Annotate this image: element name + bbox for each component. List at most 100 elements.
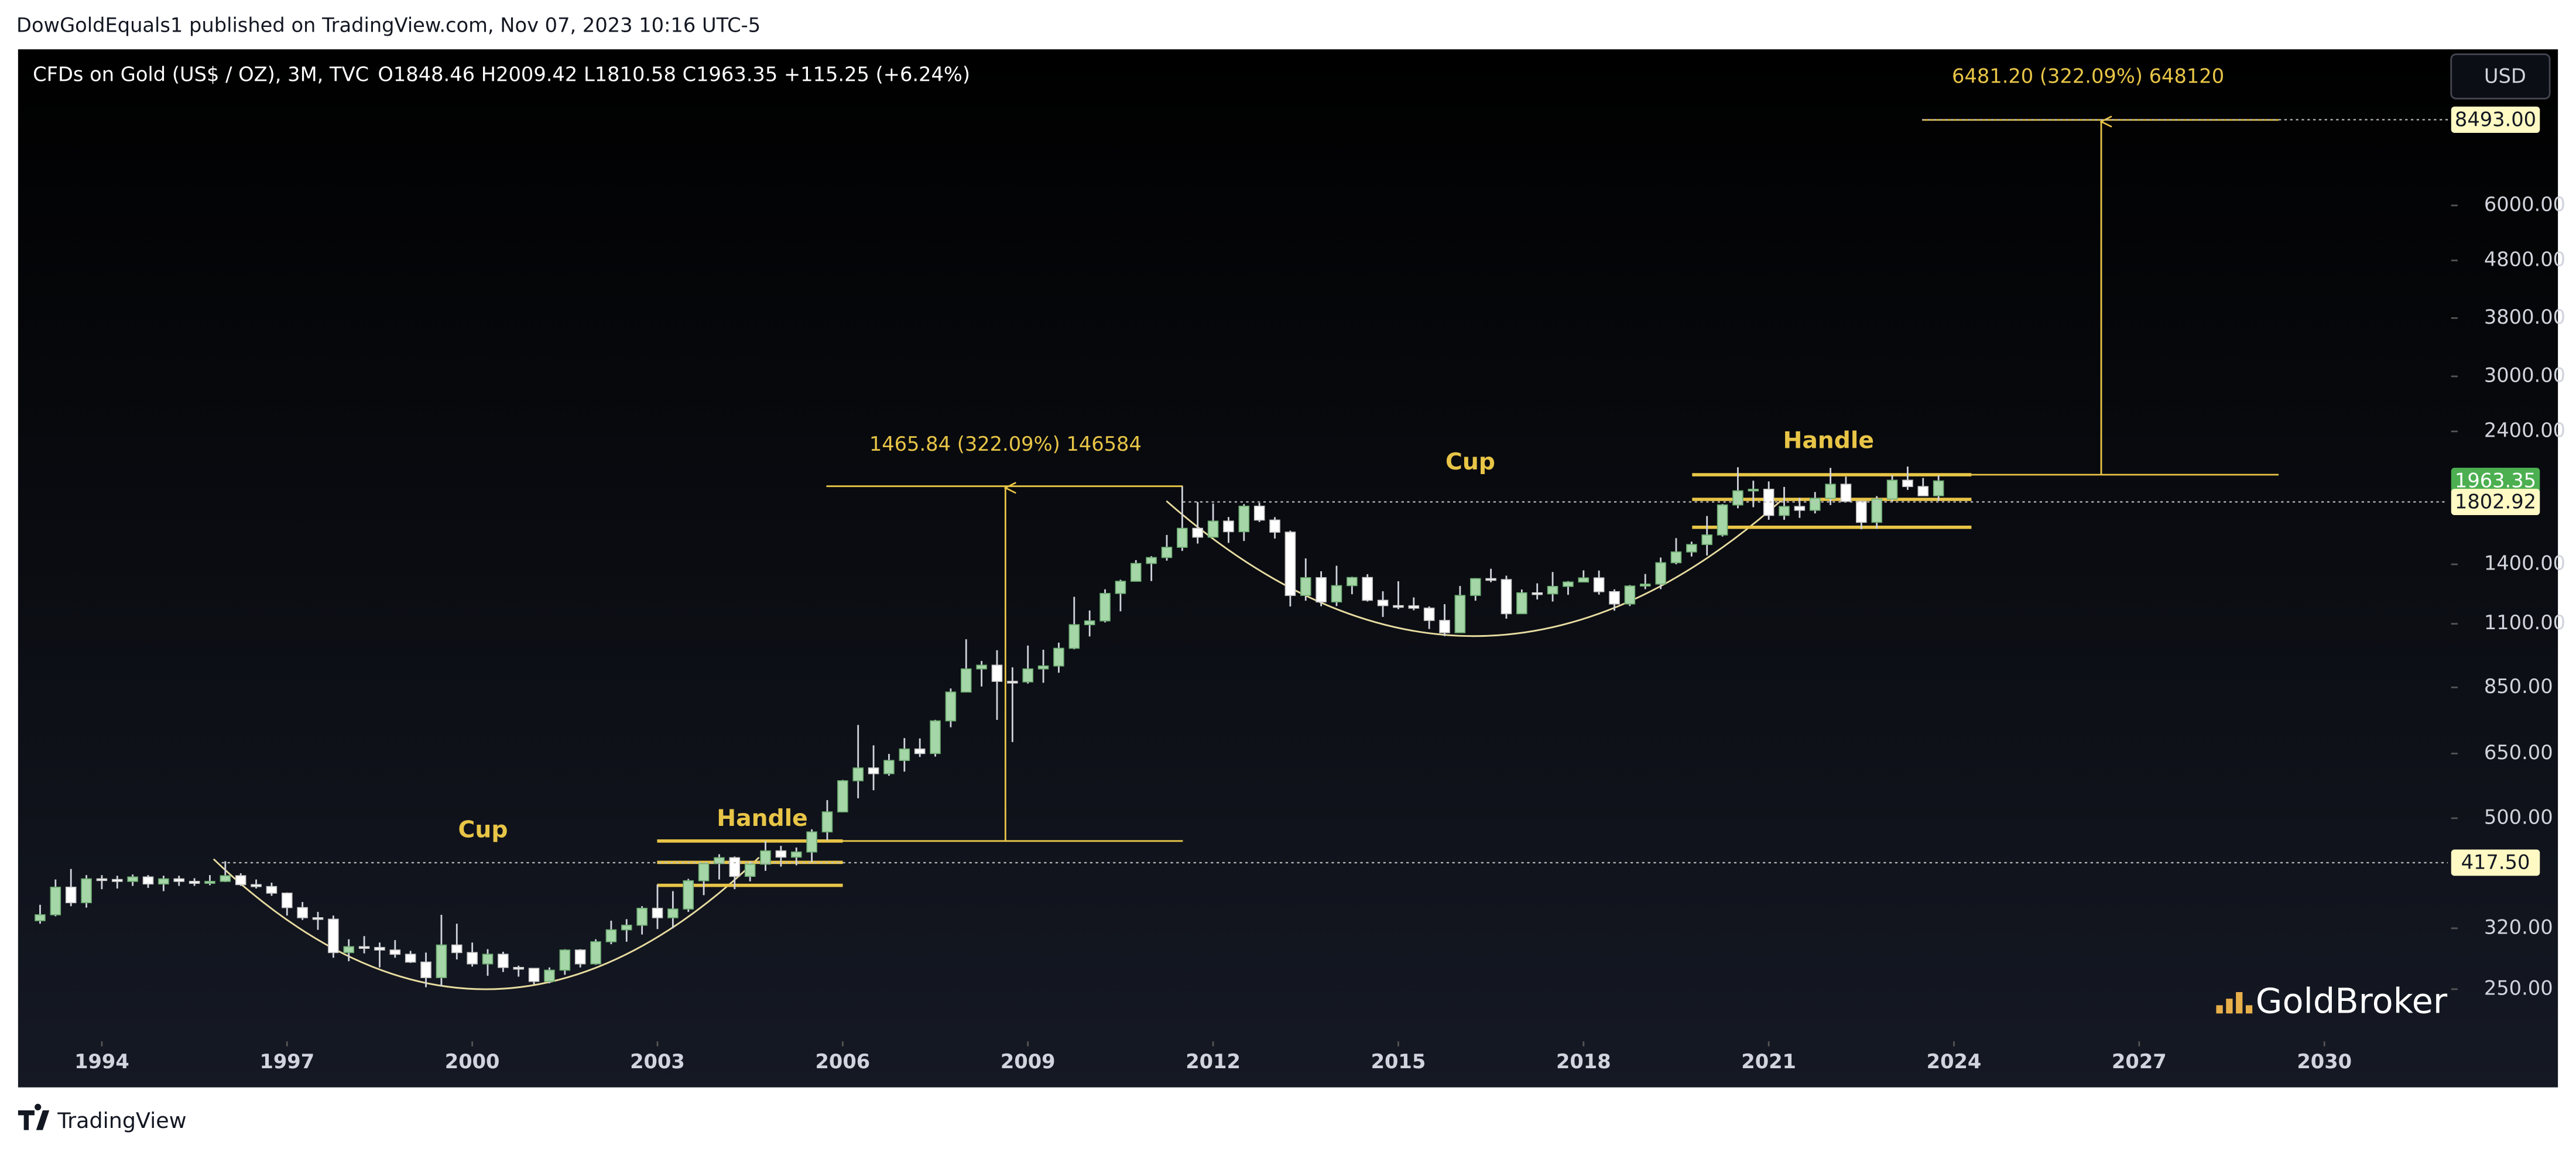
candle-body (420, 961, 431, 979)
y-tick-label: 1400.00 (2484, 552, 2565, 575)
candle-body (1084, 620, 1095, 626)
candle-body (1779, 506, 1790, 516)
x-tick-label: 2024 (1927, 1050, 1982, 1073)
candle-body (821, 811, 833, 833)
x-tick-label: 2006 (816, 1050, 871, 1073)
candle-body (883, 760, 895, 774)
candle-body (621, 924, 632, 931)
candle-body (1037, 665, 1049, 670)
candle-body (1825, 483, 1836, 499)
cup-curve (213, 856, 760, 990)
candle-body (35, 914, 46, 921)
candle-body (50, 886, 61, 915)
candle-body (1563, 581, 1574, 587)
y-tick-label: 2400.00 (2484, 419, 2565, 442)
candle-body (683, 880, 694, 910)
price-tag (2451, 489, 2540, 515)
candle-body (1347, 577, 1358, 586)
candle-body (436, 944, 447, 979)
candle-body (482, 954, 494, 965)
y-tick-label: 3000.00 (2484, 363, 2565, 386)
candle-body (791, 851, 802, 858)
candle-body (574, 949, 586, 965)
x-tick-label: 2009 (1001, 1050, 1056, 1073)
candle-body (112, 879, 123, 882)
candle-body (1469, 578, 1481, 596)
candle-body (1146, 557, 1157, 564)
y-tick-label: 650.00 (2484, 741, 2553, 764)
symbol-title: CFDs on Gold (US$ / OZ), 3M, TVC (33, 63, 369, 86)
x-tick-label: 2015 (1371, 1050, 1426, 1073)
candle-body (1840, 483, 1852, 502)
candle-body (590, 941, 601, 965)
candle-body (328, 918, 339, 954)
price-tag (2451, 107, 2540, 133)
y-tick-label: 320.00 (2484, 915, 2553, 938)
candle-body (513, 966, 524, 970)
annotation: 6481.20 (322.09%) 648120 (1952, 64, 2224, 87)
y-tick-label: 3800.00 (2484, 306, 2565, 328)
candle-body (1331, 585, 1342, 603)
candle-body (1007, 681, 1018, 684)
candle-body (1223, 520, 1234, 533)
y-tick-label: 4800.00 (2484, 248, 2565, 270)
price-tag-label: 1963.35 (2455, 469, 2536, 492)
candle-body (1624, 585, 1636, 605)
candle-body (1408, 605, 1420, 609)
candle-body (1269, 519, 1280, 533)
candle-body (806, 831, 817, 853)
candle-body (142, 876, 154, 885)
candle-body (312, 917, 324, 920)
x-tick-label: 1997 (259, 1050, 314, 1073)
candle-body (1902, 479, 1913, 488)
candle-body (1578, 577, 1590, 583)
candle-body (1454, 595, 1466, 633)
candle-body (1022, 668, 1033, 682)
candle-body (158, 878, 169, 885)
candle-body (1794, 506, 1806, 511)
candle-body (173, 878, 185, 882)
candle-body (1670, 551, 1682, 564)
candle-body (1068, 624, 1080, 649)
candle-body (1377, 599, 1389, 606)
candle-body (1748, 489, 1759, 492)
candle-body (1284, 531, 1296, 596)
candle-body (714, 857, 725, 865)
header: DowGoldEquals1 published on TradingView.… (16, 13, 761, 36)
candle-body (1686, 544, 1697, 553)
candle-body (297, 907, 308, 918)
currency-label[interactable]: USD (2484, 64, 2526, 87)
candle-body (1439, 620, 1450, 633)
y-tick-label: 500.00 (2484, 805, 2553, 828)
candle-body (528, 968, 540, 982)
candle-body (204, 880, 215, 884)
candle-body (1871, 498, 1882, 523)
candle-body (1099, 593, 1111, 622)
candle-body (991, 664, 1003, 682)
currency-button[interactable] (2450, 53, 2551, 100)
plot-layer: 250.00 320.00 500.00 650.00 850.00 1100.00 140… (35, 64, 2565, 1073)
candle-body (235, 875, 246, 886)
cup-curve (1166, 499, 1783, 637)
candle-body (698, 863, 710, 882)
candle-body (220, 875, 231, 882)
x-tick-label: 2027 (2112, 1050, 2167, 1073)
candle-body (1130, 563, 1142, 582)
candle-body (1362, 577, 1373, 601)
candle-body (451, 944, 463, 954)
price-tag (2451, 468, 2540, 495)
candle-body (65, 886, 77, 904)
annotation: Handle (717, 805, 808, 832)
annotation: 1465.84 (322.09%) 146584 (869, 433, 1142, 455)
candle-body (1516, 592, 1527, 615)
x-tick-label: 2003 (630, 1050, 685, 1073)
candle-body (1609, 591, 1620, 605)
candle-body (1115, 581, 1126, 594)
candle-body (1161, 547, 1173, 558)
candle-body (961, 668, 972, 693)
price-tag (2451, 849, 2540, 876)
candle-body (837, 780, 848, 812)
candle-body (760, 850, 771, 865)
x-tick-label: 2018 (1556, 1050, 1611, 1073)
